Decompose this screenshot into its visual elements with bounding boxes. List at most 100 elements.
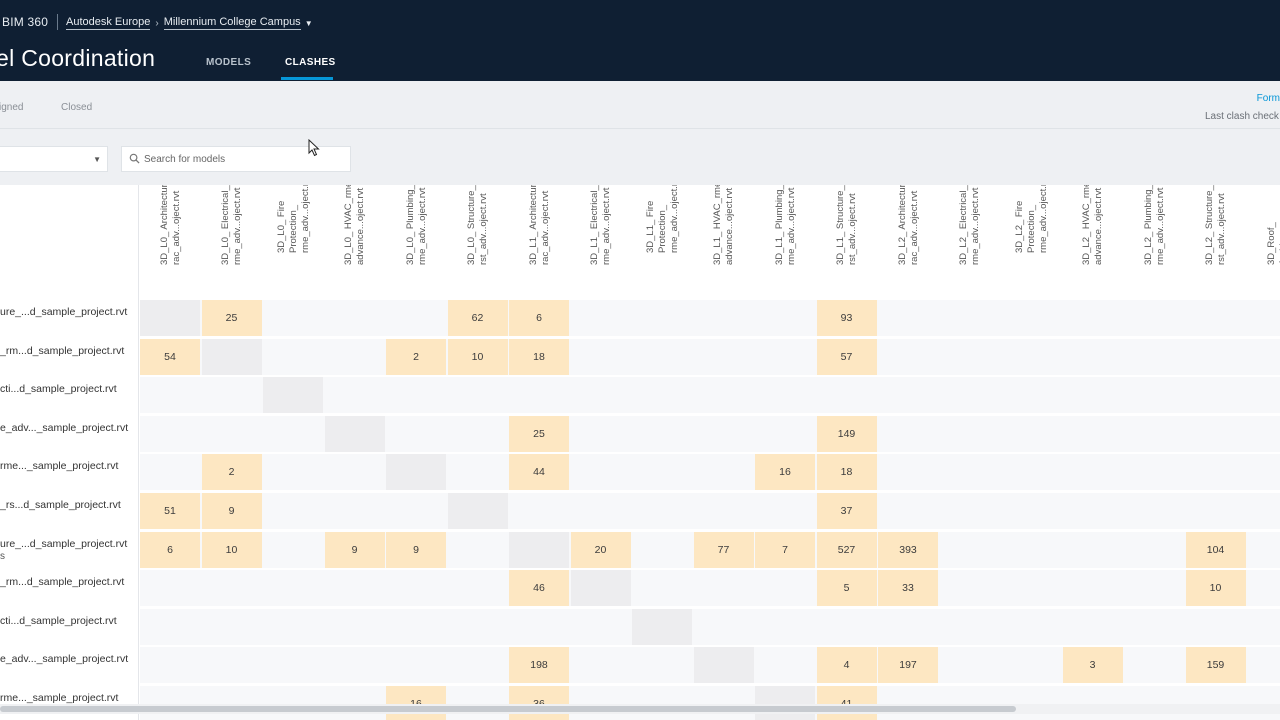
clash-count-cell[interactable]: 10	[201, 531, 262, 568]
clash-count-cell[interactable]: 3	[1062, 647, 1123, 684]
column-header[interactable]: 3D_L2_ Plumbing_ rme_adv...oject.rvt	[1124, 185, 1185, 295]
column-header[interactable]: 3D_L2_ Structure_ rst_adv...oject.rvt	[1186, 185, 1247, 295]
clash-count-cell[interactable]: 37	[816, 493, 877, 529]
clash-count-cell[interactable]: 44	[509, 454, 569, 491]
self-clash-cell	[263, 377, 323, 414]
clash-count-cell[interactable]: 25	[509, 415, 569, 452]
row-model-label[interactable]: ure_...d_sample_project.rvt	[0, 537, 128, 550]
clash-count-cell[interactable]: 9	[386, 531, 446, 568]
column-header[interactable]: 3D_L1_ Architecture_ rac_adv...oject.rvt	[509, 185, 570, 295]
column-header-label: 3D_L0_ Architecture_	[158, 185, 170, 265]
column-header[interactable]: 3D_L0_ Structure_ rst_adv...oject.rvt	[448, 185, 509, 295]
clash-count-cell[interactable]: 16	[755, 454, 815, 491]
column-header[interactable]: 3D_L2_ Fire Protection_ rme_adv...oject.rv…	[1001, 185, 1062, 295]
clash-count-cell[interactable]: 41	[816, 686, 877, 720]
clash-count-cell[interactable]: 54	[140, 338, 200, 375]
column-header[interactable]: 3D_L1_ HVAC_rme_ advance...oject.rvt	[694, 185, 755, 295]
column-header-label: 3D_L0_ Electrical_	[220, 185, 231, 265]
clash-count-cell[interactable]: 10	[1185, 570, 1246, 607]
clash-count-cell[interactable]: 6	[140, 531, 200, 568]
tab-clashes[interactable]: CLASHES	[285, 57, 336, 68]
column-header[interactable]: 3D_L2_ Electrical_ rme_adv...oject.rvt	[940, 185, 1001, 295]
row-model-label[interactable]: cti...d_sample_project.rvt	[0, 383, 117, 396]
column-header[interactable]: 3D_L1_ Fire Protection_ rme_adv...oject.rv…	[632, 185, 693, 295]
clash-count-cell[interactable]: 527	[816, 531, 877, 568]
column-header[interactable]: 3D_L1_ Structure_ rst_adv...oject.rvt	[817, 185, 878, 295]
clash-count-cell[interactable]: 77	[693, 531, 754, 568]
self-clash-cell	[201, 338, 262, 375]
clash-count-cell[interactable]: 6	[509, 300, 569, 336]
clash-count-cell[interactable]: 159	[1185, 647, 1246, 684]
clash-count-cell[interactable]: 9	[201, 493, 262, 529]
clash-count-cell[interactable]: 20	[570, 531, 631, 568]
breadcrumb-account[interactable]: Autodesk Europe	[66, 16, 151, 30]
clash-count-cell[interactable]: 9	[324, 531, 385, 568]
table-row: _rm...d_sample_project.rvt 46 5 33 10	[0, 570, 1280, 608]
model-filter-dropdown[interactable]: ▼	[0, 146, 108, 172]
column-header-label: rst_adv...oject.rvt	[478, 193, 489, 265]
clash-count-cell[interactable]: 198	[509, 647, 569, 684]
clash-count-cell[interactable]: 5	[816, 570, 877, 607]
column-header-label: rac_adv...oject.rvt	[170, 190, 182, 265]
self-clash-cell	[693, 647, 754, 684]
column-header[interactable]: 3D_L0_ Plumbing_ rme_adv...oject.rvt	[386, 185, 447, 295]
column-header-label: rme_adv...oject.rvt	[416, 187, 428, 265]
brand-logo[interactable]: BIM 360	[2, 15, 49, 29]
clash-count-cell[interactable]: 62	[447, 300, 508, 336]
clash-count-cell[interactable]: 10	[447, 338, 508, 375]
clash-count-cell[interactable]: 393	[878, 531, 938, 568]
breadcrumb-project[interactable]: Millennium College Campus	[163, 16, 301, 30]
column-header-label: 3D_L2_ HVAC_rme_	[1081, 185, 1092, 265]
row-model-label[interactable]: rme..._sample_project.rvt	[0, 692, 119, 704]
column-header[interactable]: 3D_L0_ Fire Protection_ rme_adv...oject.rv…	[263, 185, 324, 295]
row-model-label[interactable]: _rm...d_sample_project.rvt	[0, 576, 125, 589]
column-header[interactable]: 3D_L1_ Electrical_ rme_adv...oject.rvt	[571, 185, 632, 295]
row-model-label[interactable]: e_adv..._sample_project.rvt	[0, 653, 129, 666]
clash-count-cell[interactable]: 93	[816, 300, 877, 336]
column-header[interactable]: 3D_Roof_ Architecture_	[1247, 185, 1280, 295]
clash-count-cell[interactable]: 18	[816, 454, 877, 491]
clash-count-cell[interactable]: 7	[755, 531, 815, 568]
row-model-label[interactable]: _rs...d_sample_project.rvt	[0, 499, 121, 511]
column-header-label: rac_adv...oject.rvt	[908, 190, 920, 265]
clash-count-cell[interactable]: 51	[140, 493, 200, 529]
filter-closed[interactable]: Closed	[61, 102, 93, 113]
clash-count-cell[interactable]: 2	[386, 338, 446, 375]
clash-count-cell[interactable]: 104	[1185, 531, 1246, 568]
column-header[interactable]: 3D_L2_ Architecture_ rac_adv...oject.rvt	[878, 185, 939, 295]
column-header[interactable]: 3D_L0_ HVAC_rme_ advance...oject.rvt	[325, 185, 386, 295]
clash-count-cell[interactable]: 4	[816, 647, 877, 684]
row-model-label[interactable]: e_adv..._sample_project.rvt	[0, 421, 129, 434]
form-link[interactable]: Form	[1256, 93, 1280, 104]
clash-count-cell[interactable]: 36	[509, 686, 569, 720]
clash-count-cell[interactable]: 46	[509, 570, 569, 607]
column-header[interactable]: 3D_L2_ HVAC_rme_ advance...oject.rvt	[1063, 185, 1124, 295]
clash-count-cell[interactable]: 149	[816, 415, 877, 452]
clash-count-cell[interactable]: 2	[201, 454, 262, 491]
row-model-label[interactable]: cti...d_sample_project.rvt	[0, 614, 117, 627]
clash-count-cell[interactable]: 18	[509, 338, 569, 375]
clash-count-cell[interactable]: 57	[816, 338, 877, 375]
row-model-label[interactable]: ure_...d_sample_project.rvt	[0, 306, 128, 318]
chevron-down-icon: ▼	[93, 155, 101, 164]
filter-assigned[interactable]: igned	[0, 102, 24, 113]
column-header-label: rac_adv...oject.rvt	[539, 190, 551, 265]
self-clash-cell	[324, 415, 385, 452]
tab-models[interactable]: MODELS	[206, 57, 252, 68]
clash-count-cell[interactable]: 25	[201, 300, 262, 336]
column-header[interactable]: 3D_L1_ Plumbing_ rme_adv...oject.rvt	[755, 185, 816, 295]
column-header[interactable]: 3D_L0_ Architecture_ rac_adv...oject.rvt	[140, 185, 201, 295]
column-header-label: advance...oject.rvt	[355, 187, 366, 265]
clash-count-cell[interactable]: 33	[878, 570, 938, 607]
clash-count-cell[interactable]: 16	[386, 686, 446, 720]
chevron-down-icon[interactable]: ▼	[304, 18, 313, 28]
column-header-label: Protection_	[1025, 204, 1037, 253]
clash-count-cell[interactable]: 197	[878, 647, 938, 684]
column-header[interactable]: 3D_L0_ Electrical_ rme_adv...oject.rvt	[202, 185, 263, 295]
row-model-label[interactable]: rme..._sample_project.rvt	[0, 460, 119, 473]
row-model-label[interactable]: _rm...d_sample_project.rvt	[0, 344, 125, 357]
scrollbar-thumb[interactable]	[0, 706, 1016, 712]
row-background	[140, 377, 1280, 414]
horizontal-scrollbar[interactable]	[0, 704, 1280, 714]
search-icon	[129, 153, 140, 164]
